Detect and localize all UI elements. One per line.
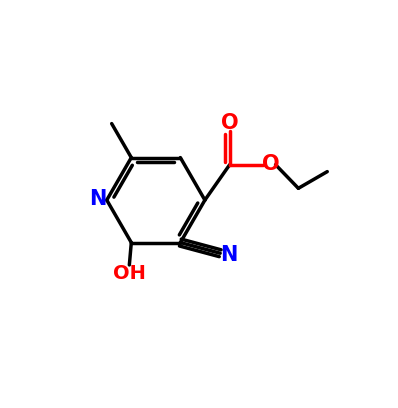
Text: O: O [221, 113, 238, 133]
Text: N: N [90, 189, 107, 209]
Text: OH: OH [113, 264, 146, 284]
Text: O: O [262, 153, 280, 173]
Text: N: N [220, 245, 238, 265]
